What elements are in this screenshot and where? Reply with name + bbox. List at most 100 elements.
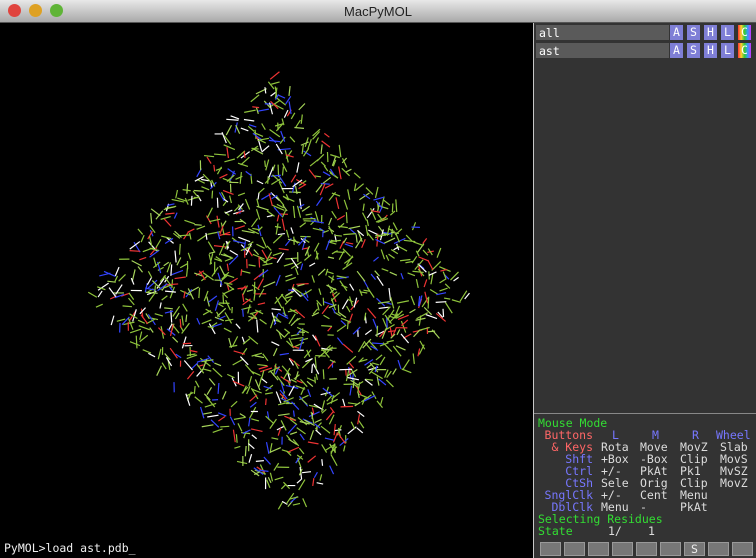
bond	[267, 81, 275, 90]
object-row[interactable]	[536, 43, 669, 58]
bond	[164, 284, 172, 289]
rewind-button[interactable]	[540, 542, 561, 556]
bond	[146, 279, 158, 290]
menu-button[interactable]	[708, 542, 729, 556]
bond	[225, 299, 231, 311]
object-button[interactable]: H	[704, 25, 717, 40]
play-button[interactable]	[612, 542, 633, 556]
bond	[364, 329, 373, 336]
bond	[149, 247, 159, 252]
object-button[interactable]: C	[738, 25, 751, 40]
bond	[298, 236, 308, 246]
bond	[155, 210, 164, 220]
bond	[172, 232, 181, 239]
bond	[411, 256, 418, 264]
bond	[336, 275, 347, 279]
bond	[266, 479, 271, 488]
forward-button[interactable]	[636, 542, 657, 556]
bond	[194, 224, 202, 226]
bond	[314, 422, 322, 430]
bond	[246, 247, 253, 257]
object-button[interactable]: S	[687, 43, 700, 58]
command-line[interactable]: PyMOL>load ast.pdb_	[0, 540, 533, 558]
bond	[402, 359, 410, 371]
bond	[161, 362, 167, 370]
bond	[399, 258, 411, 262]
bond	[290, 337, 303, 340]
bond	[388, 253, 395, 259]
minimize-button[interactable]	[29, 4, 42, 17]
end-button[interactable]	[660, 542, 681, 556]
bond	[327, 256, 335, 259]
object-row[interactable]	[536, 25, 669, 40]
bond	[199, 406, 205, 419]
bond	[248, 454, 253, 463]
bond	[341, 167, 351, 177]
bond	[374, 270, 380, 277]
selecting-mode[interactable]: Selecting Residues	[538, 512, 663, 526]
bond	[349, 283, 355, 291]
bond	[224, 240, 231, 250]
object-button[interactable]: A	[670, 43, 683, 58]
bond	[223, 135, 232, 145]
bond	[363, 312, 367, 321]
zoom-button[interactable]	[50, 4, 63, 17]
molecule-viewport[interactable]	[0, 23, 533, 540]
bond	[278, 175, 287, 187]
bond	[274, 123, 284, 127]
bond	[214, 362, 222, 367]
bond	[114, 275, 119, 283]
bond	[166, 203, 175, 207]
bond	[279, 352, 290, 356]
object-button[interactable]: L	[721, 43, 734, 58]
bond	[326, 270, 334, 275]
bond	[294, 371, 299, 381]
bond	[294, 309, 306, 319]
bond	[257, 192, 260, 200]
bond	[291, 287, 302, 298]
bond	[222, 200, 228, 207]
bond	[181, 322, 190, 334]
object-button[interactable]: H	[704, 43, 717, 58]
bond	[409, 308, 416, 314]
bond	[139, 331, 143, 340]
bond	[149, 247, 158, 256]
bond	[291, 182, 296, 193]
bond	[379, 356, 386, 366]
bond	[325, 410, 334, 421]
stop-button[interactable]	[588, 542, 609, 556]
object-button[interactable]: C	[738, 43, 751, 58]
bond	[269, 71, 280, 80]
bond	[238, 236, 251, 243]
close-button[interactable]	[8, 4, 21, 17]
bond	[154, 313, 164, 317]
bond	[315, 429, 322, 436]
bond	[282, 481, 291, 490]
bond	[304, 419, 315, 427]
bond	[242, 385, 247, 394]
bond	[321, 444, 328, 453]
bond	[285, 384, 299, 389]
bond	[139, 334, 149, 343]
bond	[214, 258, 223, 263]
bond	[392, 222, 398, 231]
bond	[343, 445, 346, 452]
bond	[263, 385, 272, 390]
bond	[367, 308, 377, 319]
bond	[122, 305, 132, 308]
bond	[429, 288, 438, 295]
object-button[interactable]: S	[687, 25, 700, 40]
object-button[interactable]: A	[670, 25, 683, 40]
bond	[157, 266, 164, 271]
bond	[321, 140, 331, 148]
bond	[209, 181, 217, 190]
back-button[interactable]	[564, 542, 585, 556]
bond	[418, 256, 429, 262]
bond	[439, 278, 447, 284]
object-button[interactable]: L	[721, 25, 734, 40]
sequence-button[interactable]: S	[684, 542, 705, 556]
bond	[302, 498, 308, 508]
fullscreen-button[interactable]	[732, 542, 753, 556]
bond	[413, 241, 424, 247]
bond	[347, 298, 354, 303]
